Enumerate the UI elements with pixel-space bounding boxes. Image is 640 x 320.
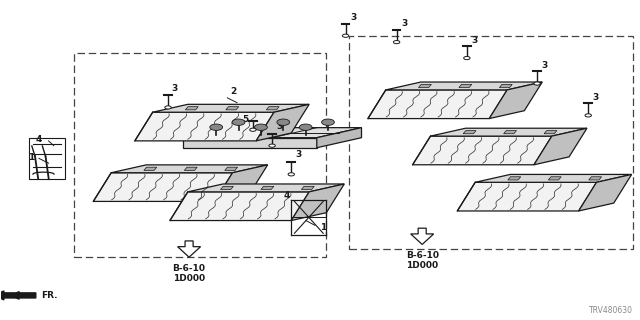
Text: 3: 3 — [401, 20, 407, 28]
Text: 3: 3 — [276, 122, 283, 131]
Text: 1: 1 — [320, 223, 326, 232]
Polygon shape — [184, 167, 197, 170]
Polygon shape — [431, 128, 587, 136]
Polygon shape — [534, 128, 587, 165]
Polygon shape — [225, 167, 237, 170]
Circle shape — [342, 34, 349, 37]
Circle shape — [269, 144, 275, 147]
Polygon shape — [413, 136, 552, 165]
Polygon shape — [459, 84, 472, 88]
Polygon shape — [489, 82, 542, 119]
Circle shape — [534, 82, 540, 85]
Circle shape — [250, 128, 256, 131]
FancyArrow shape — [0, 291, 36, 300]
Polygon shape — [504, 131, 516, 134]
Text: 5: 5 — [242, 115, 248, 124]
Circle shape — [255, 124, 268, 131]
Polygon shape — [475, 174, 632, 182]
Polygon shape — [368, 90, 507, 119]
Polygon shape — [386, 82, 542, 90]
Polygon shape — [261, 186, 274, 189]
Polygon shape — [182, 128, 362, 138]
Text: 3: 3 — [296, 150, 302, 159]
Polygon shape — [226, 107, 239, 110]
Polygon shape — [589, 177, 602, 180]
Bar — [349, 36, 633, 249]
Text: 3: 3 — [350, 13, 356, 22]
Polygon shape — [548, 177, 561, 180]
Text: 3: 3 — [471, 36, 477, 45]
Circle shape — [394, 41, 400, 44]
Text: B-6-10
1D000: B-6-10 1D000 — [406, 251, 438, 270]
Polygon shape — [144, 167, 157, 170]
Circle shape — [321, 119, 334, 125]
Polygon shape — [177, 241, 200, 257]
Polygon shape — [256, 104, 309, 141]
Polygon shape — [458, 182, 596, 211]
Polygon shape — [419, 84, 431, 88]
Polygon shape — [186, 107, 198, 110]
Text: 3: 3 — [172, 84, 178, 93]
Polygon shape — [411, 228, 434, 244]
Circle shape — [288, 173, 294, 176]
Text: 2: 2 — [230, 87, 237, 96]
Polygon shape — [93, 173, 232, 201]
Circle shape — [232, 119, 245, 125]
Text: 3: 3 — [541, 61, 548, 70]
Text: FR.: FR. — [41, 291, 58, 300]
Text: 4: 4 — [284, 191, 290, 200]
Polygon shape — [301, 186, 314, 189]
Polygon shape — [317, 128, 362, 148]
Polygon shape — [214, 165, 268, 201]
Polygon shape — [508, 177, 521, 180]
Polygon shape — [221, 186, 234, 189]
Polygon shape — [499, 84, 512, 88]
Polygon shape — [291, 184, 344, 220]
Bar — [74, 53, 326, 257]
Circle shape — [464, 56, 470, 60]
Circle shape — [300, 124, 312, 131]
Polygon shape — [266, 107, 279, 110]
Text: 3: 3 — [593, 93, 599, 102]
Circle shape — [277, 119, 290, 125]
Text: 4: 4 — [36, 135, 42, 144]
Text: TRV480630: TRV480630 — [589, 306, 633, 315]
Bar — [29, 138, 65, 179]
Polygon shape — [579, 174, 632, 211]
Polygon shape — [188, 184, 344, 192]
Text: 1: 1 — [28, 153, 34, 162]
Polygon shape — [544, 131, 557, 134]
Polygon shape — [111, 165, 268, 173]
Polygon shape — [135, 112, 274, 141]
Polygon shape — [170, 192, 309, 220]
Circle shape — [210, 124, 223, 131]
Text: B-6-10
1D000: B-6-10 1D000 — [173, 264, 205, 283]
Polygon shape — [463, 131, 476, 134]
Polygon shape — [182, 138, 317, 148]
Polygon shape — [153, 104, 309, 112]
Circle shape — [165, 106, 172, 109]
Circle shape — [585, 114, 591, 117]
